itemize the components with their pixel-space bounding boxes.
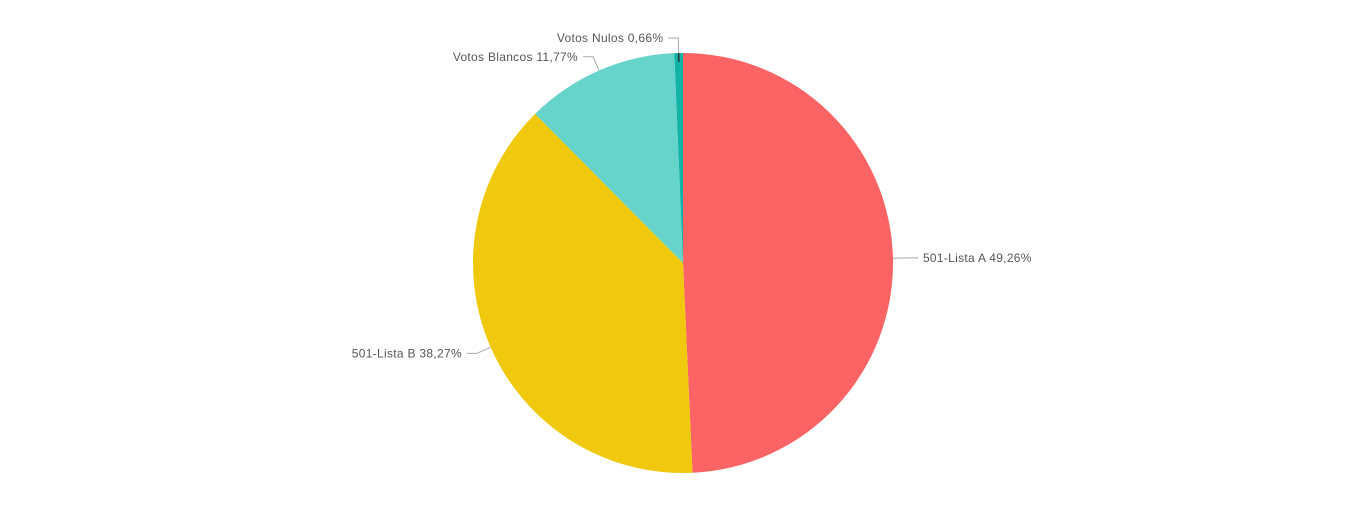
pie-slice-501-lista-b[interactable] [473, 113, 693, 473]
slice-label-501-lista-a: 501-Lista A 49,26% [923, 251, 1032, 265]
slice-label-votos-nulos: Votos Nulos 0,66% [557, 31, 664, 45]
leader-line-votos-nulos [668, 37, 680, 54]
slice-label-votos-blancos: Votos Blancos 11,77% [453, 50, 578, 64]
leader-line-501-lista-b [466, 346, 491, 354]
pie-slice-votos-blancos[interactable] [535, 53, 683, 264]
pie-slice-501-lista-a[interactable] [683, 53, 893, 473]
pie-slice-votos-nulos[interactable] [674, 53, 683, 263]
leader-line-votos-blancos [583, 56, 600, 71]
slice-label-501-lista-b: 501-Lista B 38,27% [352, 346, 462, 360]
